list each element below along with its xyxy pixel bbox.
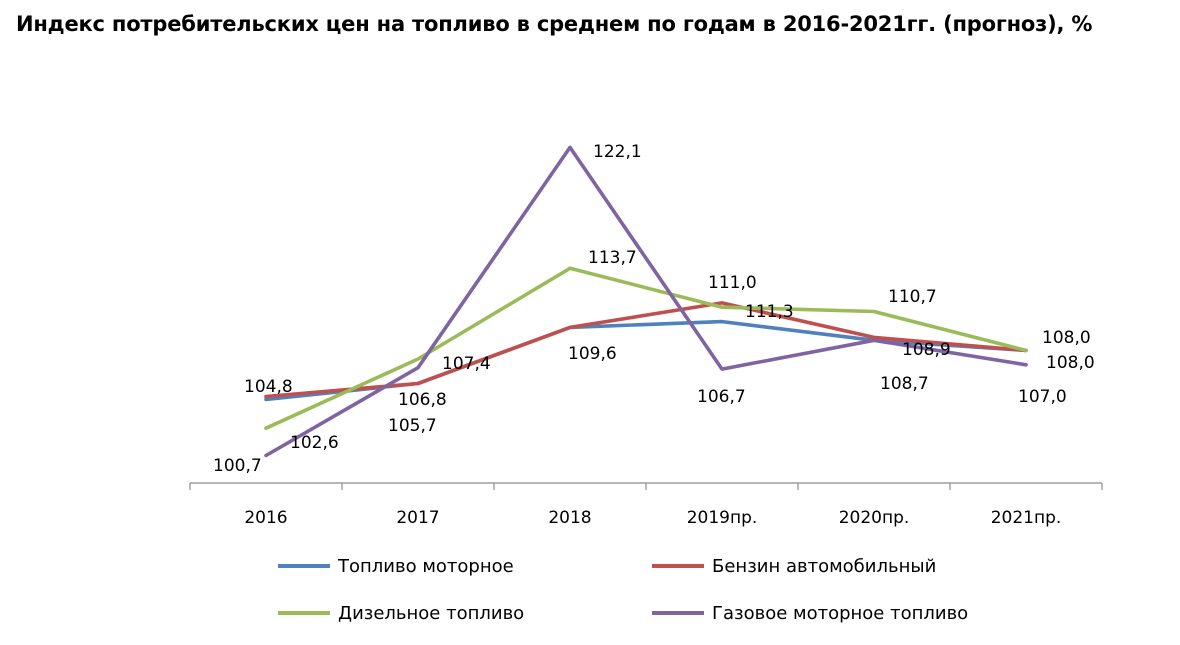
legend: Топливо моторное Бензин автомобильный Дизе… xyxy=(278,556,968,624)
data-label: 106,8 xyxy=(398,390,447,410)
data-label: 108,7 xyxy=(880,374,929,394)
series-line xyxy=(264,145,1028,458)
data-label: 108,0 xyxy=(1042,328,1091,348)
data-label: 113,7 xyxy=(588,248,637,268)
x-tick-label: 2021пр. xyxy=(991,508,1062,528)
data-label: 107,0 xyxy=(1018,387,1067,407)
x-tick-label: 2019пр. xyxy=(687,508,758,528)
legend-label: Бензин автомобильный xyxy=(712,556,936,577)
series-lines xyxy=(264,145,1028,458)
data-label: 108,0 xyxy=(1046,353,1095,373)
data-label: 122,1 xyxy=(593,142,642,162)
x-tick-label: 2017 xyxy=(396,508,439,528)
data-label: 106,7 xyxy=(697,387,746,407)
data-label: 107,4 xyxy=(442,354,491,374)
data-label: 104,8 xyxy=(244,377,293,397)
legend-label: Топливо моторное xyxy=(337,556,514,577)
data-labels: 104,8 102,6 100,7 107,4 106,8 105,7 122,1 113,7… xyxy=(213,142,1095,476)
legend-label: Дизельное топливо xyxy=(338,603,524,624)
x-tick-label: 2020пр. xyxy=(839,508,910,528)
data-label: 105,7 xyxy=(388,416,437,436)
series-line xyxy=(264,266,1028,431)
data-label: 111,0 xyxy=(708,273,757,293)
x-axis: 2016 2017 2018 2019пр. 2020пр. 2021пр. xyxy=(189,482,1103,528)
data-label: 110,7 xyxy=(888,287,937,307)
data-label: 108,9 xyxy=(902,340,951,360)
data-label: 109,6 xyxy=(568,344,617,364)
data-label: 100,7 xyxy=(213,456,262,476)
series-line xyxy=(264,301,1028,399)
chart-title: Индекс потребительских цен на топливо в … xyxy=(16,12,1093,36)
legend-label: Газовое моторное топливо xyxy=(712,603,968,624)
data-label: 111,3 xyxy=(745,302,794,322)
data-label: 102,6 xyxy=(290,433,339,453)
x-tick-label: 2016 xyxy=(244,508,287,528)
x-tick-label: 2018 xyxy=(548,508,591,528)
